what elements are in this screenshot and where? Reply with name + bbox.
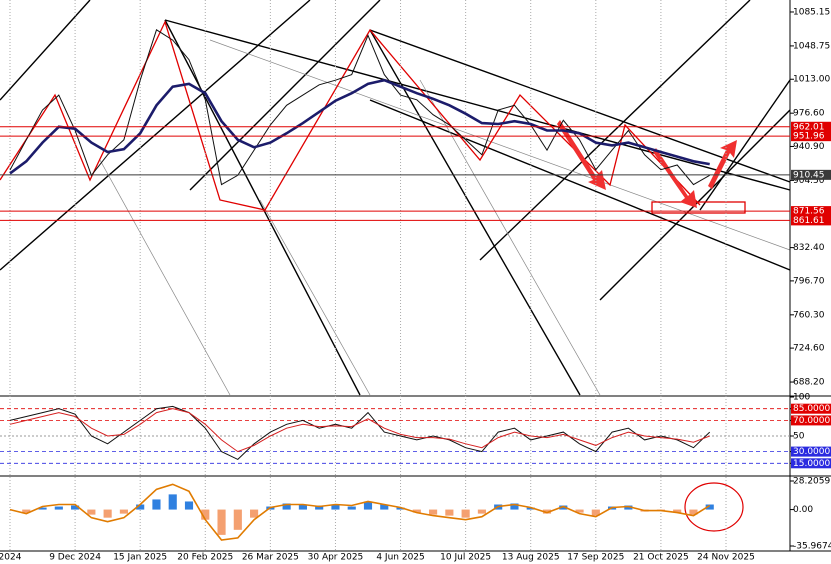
histogram-bar bbox=[71, 505, 80, 510]
x-tick-label: 30 Apr 2025 bbox=[308, 553, 364, 563]
histogram-bar bbox=[461, 509, 470, 518]
histogram-bar bbox=[217, 509, 226, 535]
thin-drawings bbox=[99, 39, 791, 396]
price-label-box bbox=[791, 121, 831, 132]
y-tick-label: 796.70 bbox=[793, 276, 825, 286]
histogram-bar bbox=[412, 509, 421, 513]
y-tick-label: 1013.00 bbox=[793, 75, 830, 85]
histogram-bar bbox=[689, 509, 698, 515]
histogram-bar bbox=[542, 509, 552, 514]
histogram-bar bbox=[510, 503, 519, 510]
histogram-bar bbox=[282, 503, 291, 510]
y-tick-label: 940.90 bbox=[793, 142, 825, 152]
y-tick-label: 85.0000 bbox=[793, 404, 830, 414]
histogram-bar bbox=[396, 507, 405, 510]
histogram-bar bbox=[38, 507, 47, 510]
histogram-bar bbox=[673, 509, 682, 513]
y-tick-label: 976.60 bbox=[793, 109, 825, 119]
tick-label-box bbox=[791, 458, 831, 469]
y-tick-label: -35.9674 bbox=[793, 541, 831, 551]
x-tick-label: 10 Jul 2025 bbox=[440, 553, 491, 563]
x-tick-label: 17 Sep 2025 bbox=[567, 553, 624, 563]
price-label-box bbox=[791, 131, 831, 142]
histogram-bar bbox=[477, 509, 486, 514]
price-label: 910.45 bbox=[793, 170, 825, 180]
tick-label-box bbox=[791, 403, 831, 414]
x-tick-label: 21 Oct 2025 bbox=[633, 553, 689, 563]
histogram-bar bbox=[201, 509, 210, 520]
series-line bbox=[9, 405, 711, 461]
y-tick-label: 904.50 bbox=[793, 176, 825, 186]
price-label: 951.96 bbox=[793, 132, 825, 142]
series-line bbox=[9, 78, 710, 175]
y-tick-label: 724.60 bbox=[793, 344, 825, 354]
histogram-bar bbox=[152, 499, 161, 510]
histogram-bar bbox=[54, 506, 63, 510]
histogram-bar bbox=[184, 501, 194, 510]
x-tick-label: 13 Aug 2025 bbox=[502, 553, 560, 563]
series-line bbox=[9, 408, 710, 453]
histogram-bar bbox=[250, 509, 259, 518]
price-label: 871.56 bbox=[793, 207, 825, 217]
histogram-bar bbox=[22, 509, 31, 513]
histogram-bar bbox=[103, 509, 112, 518]
histogram-bar bbox=[87, 509, 96, 515]
arrows bbox=[557, 120, 737, 208]
y-tick-label: 1085.15 bbox=[793, 7, 830, 17]
y-tick-label: 100 bbox=[793, 393, 810, 403]
y-tick-label: 1048.75 bbox=[793, 41, 830, 51]
histogram-bar bbox=[591, 509, 600, 516]
histogram-bar bbox=[445, 509, 454, 516]
histogram-bar bbox=[136, 504, 145, 510]
y-tick-label: 30.0000 bbox=[793, 447, 830, 457]
histogram-bar bbox=[363, 501, 373, 510]
y-tick-label: 70.0000 bbox=[793, 416, 830, 426]
y-tick-label: 0.00 bbox=[793, 505, 813, 515]
x-tick-label: 4 Jun 2025 bbox=[376, 553, 424, 563]
histogram-bar bbox=[429, 509, 438, 515]
x-tick-label: 20 Feb 2025 bbox=[177, 553, 233, 563]
histogram-bar bbox=[331, 504, 340, 510]
price-label: 962.01 bbox=[793, 122, 825, 132]
histogram-bar bbox=[298, 504, 307, 510]
y-tick-label: 50 bbox=[793, 432, 805, 442]
y-tick-label: 28.2059 bbox=[793, 477, 830, 487]
x-tick-label: 24 Nov 2025 bbox=[697, 553, 755, 563]
x-tick-label: 26 Mar 2025 bbox=[242, 553, 299, 563]
histogram-bar bbox=[233, 509, 242, 530]
y-tick-label: 760.30 bbox=[793, 310, 825, 320]
histogram-bar bbox=[526, 507, 535, 510]
y-tick-label: 832.40 bbox=[793, 243, 825, 253]
histogram-bar bbox=[380, 504, 389, 510]
histogram-bar bbox=[119, 509, 128, 514]
signal-line bbox=[9, 483, 711, 541]
histogram-bar bbox=[559, 505, 568, 510]
x-tick-label: 2024 bbox=[0, 553, 22, 563]
y-tick-label: 15.0000 bbox=[793, 459, 830, 469]
panel-frames bbox=[0, 0, 831, 552]
x-tick-label: 9 Dec 2024 bbox=[49, 553, 101, 563]
price-label-box bbox=[791, 215, 831, 226]
histogram-bar bbox=[168, 494, 177, 510]
histogram-bar bbox=[624, 505, 633, 510]
histogram-bar bbox=[705, 504, 714, 510]
histogram-bar bbox=[347, 506, 356, 510]
histogram-bar bbox=[315, 505, 324, 510]
histogram-bar bbox=[575, 509, 584, 513]
price-label-box bbox=[791, 169, 831, 180]
y-tick-label: 688.20 bbox=[793, 378, 825, 388]
tick-label-box bbox=[791, 446, 831, 457]
highlight-circle bbox=[684, 482, 744, 532]
x-tick-label: 15 Jan 2025 bbox=[113, 553, 167, 563]
price-label: 861.61 bbox=[793, 216, 825, 226]
series-line bbox=[9, 29, 710, 186]
price-label-box bbox=[791, 206, 831, 217]
tick-label-box bbox=[791, 415, 831, 426]
